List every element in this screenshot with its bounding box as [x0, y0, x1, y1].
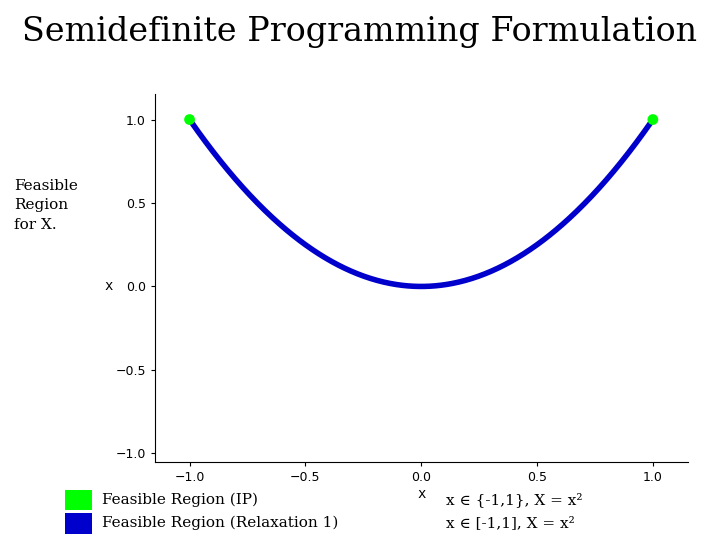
Point: [184, 115, 195, 124]
Text: Feasible Region (Relaxation 1): Feasible Region (Relaxation 1): [102, 516, 338, 530]
Text: Feasible
Region
for X.: Feasible Region for X.: [14, 179, 78, 232]
Text: Feasible Region (IP): Feasible Region (IP): [102, 493, 258, 507]
Text: Semidefinite Programming Formulation: Semidefinite Programming Formulation: [22, 16, 698, 48]
Text: x: x: [104, 279, 112, 293]
Text: x ∈ [-1,1], X = x²: x ∈ [-1,1], X = x²: [446, 516, 575, 530]
Point: [647, 115, 659, 124]
X-axis label: x: x: [417, 487, 426, 501]
Text: x ∈ {-1,1}, X = x²: x ∈ {-1,1}, X = x²: [446, 492, 583, 508]
